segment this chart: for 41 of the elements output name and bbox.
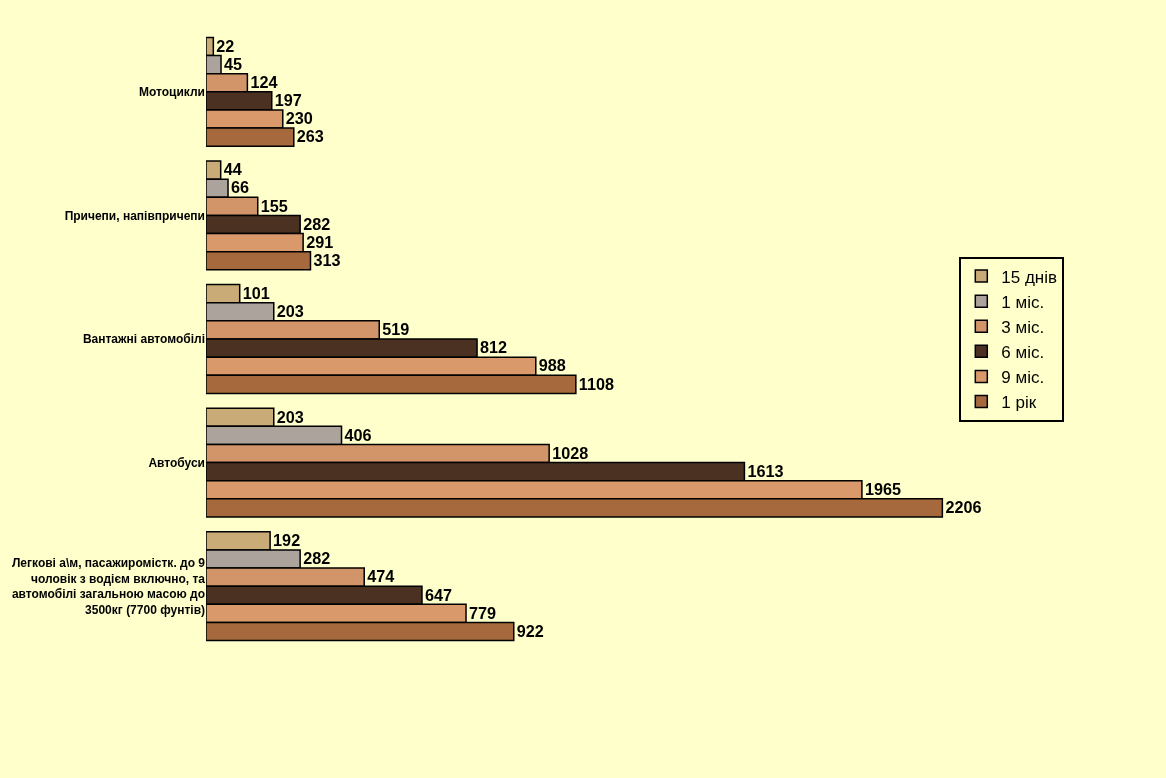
legend-label: 1 рік	[1001, 393, 1037, 413]
data-label: 2206	[945, 498, 982, 517]
data-label: 1965	[864, 480, 902, 499]
data-label: 1613	[747, 461, 784, 480]
data-label: 66	[231, 178, 250, 197]
data-label: 779	[469, 603, 497, 622]
data-label: 519	[382, 320, 410, 339]
data-label: 101	[242, 283, 270, 302]
data-label: 474	[367, 567, 395, 586]
data-label: 155	[260, 196, 288, 215]
data-label: 192	[273, 531, 301, 550]
legend-label: 9 міс.	[1001, 368, 1045, 388]
y-tick-label: Автобуси	[148, 455, 205, 470]
data-label: 22	[216, 36, 235, 55]
data-label: 812	[480, 338, 508, 357]
data-label: 291	[306, 232, 334, 251]
data-label: 230	[285, 109, 313, 128]
data-label: 988	[538, 356, 566, 375]
data-label: 922	[516, 621, 544, 640]
legend-label: 6 міс.	[1001, 342, 1045, 362]
legend-label: 1 міс.	[1001, 292, 1045, 312]
data-label: 313	[313, 250, 341, 269]
y-tick-label: Легкові а\м, пасажиромістк. до 9 чоловік з водієм включно, та автомобілі загальною масою до 3500кг (7700 фунтів)	[11, 556, 206, 617]
legend-label: 3 міс.	[1001, 317, 1045, 337]
data-label: 282	[303, 549, 331, 568]
y-tick-label: Мотоцикли	[139, 85, 205, 99]
data-label: 203	[276, 407, 304, 426]
data-label: 282	[303, 214, 331, 233]
data-label: 203	[276, 302, 304, 321]
data-label: 1028	[552, 443, 589, 462]
data-label: 197	[274, 91, 302, 110]
data-label: 44	[223, 160, 242, 179]
data-label: 124	[250, 72, 278, 91]
data-label: 45	[224, 54, 243, 73]
legend-label: 15 днів	[1001, 267, 1058, 287]
data-label: 1108	[578, 374, 615, 393]
data-label: 647	[424, 585, 453, 604]
y-tick-label: Причепи, напівпричепи	[64, 208, 205, 223]
data-label: 263	[296, 127, 324, 146]
data-label: 406	[344, 425, 372, 444]
y-tick-label: Вантажні автомобілі	[82, 332, 205, 347]
